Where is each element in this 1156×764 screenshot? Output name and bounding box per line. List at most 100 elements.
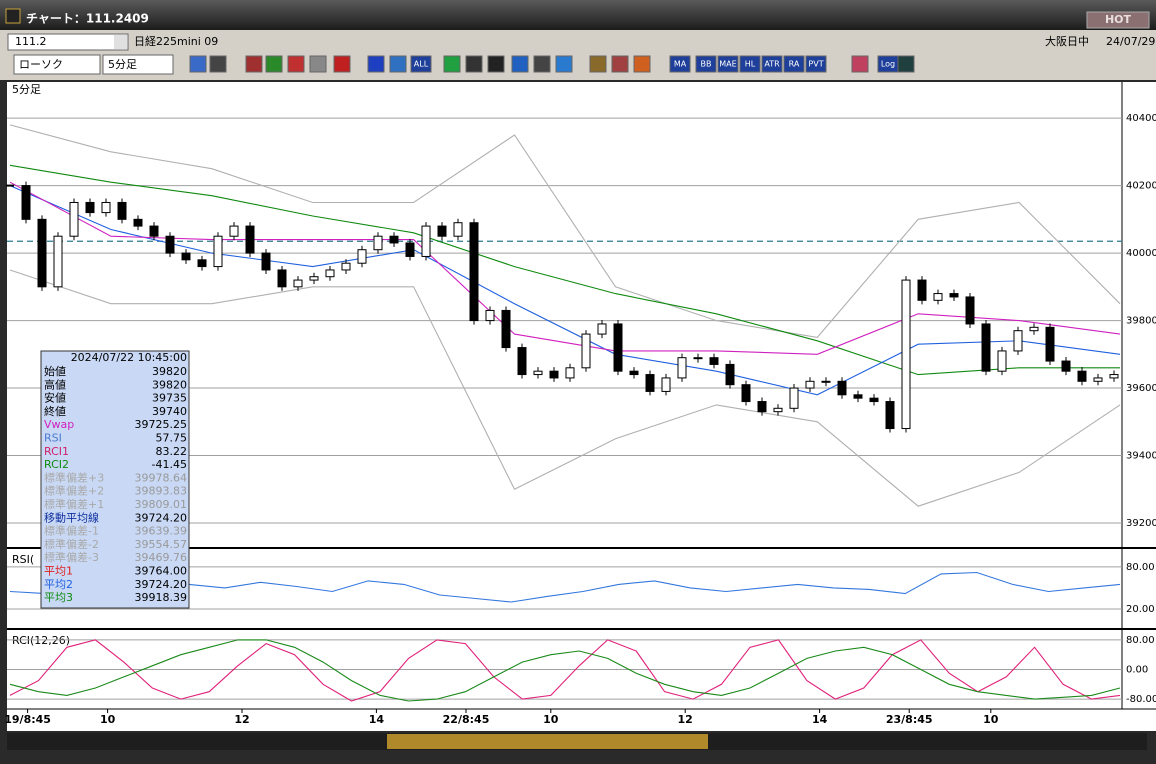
dropdown-btn[interactable] — [114, 35, 127, 49]
series-line — [9, 269, 1121, 507]
tool-button-label: MAE — [719, 60, 736, 69]
tool-icon[interactable] — [333, 55, 351, 73]
chart-area — [7, 82, 1156, 709]
candle — [725, 363, 735, 386]
tool-icon[interactable] — [511, 55, 529, 73]
tool-icon[interactable] — [465, 55, 483, 73]
info-value: 39725.25 — [135, 418, 188, 431]
info-panel: 2024/07/22 10:45:00 始値 39820 高値 39820 安値 39735… — [40, 350, 190, 609]
candle — [117, 201, 127, 220]
candle — [149, 225, 159, 237]
candle — [277, 269, 287, 288]
info-label: RSI — [44, 432, 62, 445]
candle — [1013, 330, 1023, 352]
x-tick-label: 14 — [812, 713, 828, 726]
tool-button[interactable] — [761, 55, 783, 73]
code-text: 111.2 — [15, 35, 47, 48]
candle — [213, 235, 223, 268]
tool-icon[interactable] — [533, 55, 551, 73]
y-tick-label: 20.00 — [1126, 604, 1155, 615]
tool-icon[interactable] — [309, 55, 327, 73]
info-value: 39639.39 — [135, 525, 188, 538]
y-tick-label: 40400 — [1126, 113, 1156, 124]
tool-button[interactable] — [410, 55, 432, 73]
candle — [69, 201, 79, 237]
tool-button[interactable] — [739, 55, 761, 73]
info-value: 39820 — [152, 378, 187, 391]
tool-icon[interactable] — [897, 55, 915, 73]
x-tick-label: 12 — [678, 713, 693, 726]
tool-icon[interactable] — [367, 55, 385, 73]
tool-button[interactable] — [805, 55, 827, 73]
candle — [565, 367, 575, 379]
info-box — [40, 350, 190, 609]
candle — [693, 357, 703, 360]
tool-icon[interactable] — [851, 55, 869, 73]
candle — [469, 222, 479, 322]
tool-icon[interactable] — [611, 55, 629, 73]
plots: 5分足 39200 39400 39600 39800 40000 40200 40400 19… — [4, 83, 1156, 726]
candle — [405, 242, 415, 257]
tool-icon[interactable] — [389, 55, 407, 73]
date: 24/07/29 — [1106, 35, 1155, 48]
info-value: 39809.01 — [135, 498, 188, 511]
session: 大阪日中 — [1045, 34, 1089, 48]
tool-button[interactable] — [717, 55, 739, 73]
info-value: 39724.20 — [135, 511, 188, 524]
candle — [341, 262, 351, 271]
tool-button-label: Log — [881, 60, 895, 69]
tool-icon[interactable] — [209, 55, 227, 73]
tool-button[interactable] — [695, 55, 717, 73]
tool-button[interactable] — [669, 55, 691, 73]
code-input[interactable] — [7, 33, 129, 51]
candle — [421, 225, 431, 257]
tool-button[interactable] — [877, 55, 899, 73]
candle — [437, 225, 447, 237]
x-tick-label: 12 — [234, 713, 249, 726]
tool-icon[interactable] — [245, 55, 263, 73]
tool-icon[interactable] — [443, 55, 461, 73]
info-label: 標準偏差+3 — [44, 470, 104, 484]
candle — [181, 252, 191, 261]
candle — [597, 323, 607, 335]
tool-icon[interactable] — [633, 55, 651, 73]
panel-title: RSI( — [12, 553, 34, 566]
info-label: 終値 — [44, 404, 66, 418]
candle — [1093, 377, 1103, 382]
info-label: 標準偏差-3 — [44, 550, 99, 564]
tool-button-label: ATR — [764, 60, 780, 69]
tool-icon[interactable] — [265, 55, 283, 73]
tool-icon[interactable] — [589, 55, 607, 73]
app-icon — [5, 8, 21, 24]
candle — [325, 269, 335, 278]
hot-label: HOT — [1105, 13, 1132, 26]
scroll-thumb[interactable] — [387, 734, 708, 749]
hot-button[interactable] — [1086, 11, 1150, 29]
style-select[interactable] — [13, 54, 101, 75]
info-label: RCI2 — [44, 458, 69, 471]
info-label: 標準偏差-2 — [44, 537, 99, 551]
tool-icon[interactable] — [487, 55, 505, 73]
candle — [501, 309, 511, 349]
info-value: 39978.64 — [135, 471, 188, 484]
tool-icon[interactable] — [189, 55, 207, 73]
tool-button[interactable] — [783, 55, 805, 73]
candle — [789, 387, 799, 409]
y-tick-label: 80.00 — [1126, 562, 1155, 573]
candle — [677, 357, 687, 379]
tool-button-label: MA — [674, 60, 687, 69]
y-tick-label: 39400 — [1126, 451, 1156, 462]
info-value: 39469.76 — [135, 551, 188, 564]
tool-icon[interactable] — [287, 55, 305, 73]
candle — [517, 347, 527, 376]
info-value: 57.75 — [156, 432, 188, 445]
candle — [629, 370, 639, 376]
y-tick-label: 39800 — [1126, 316, 1156, 327]
info-value: 39893.83 — [135, 485, 188, 498]
candle — [197, 259, 207, 268]
tool-icon[interactable] — [555, 55, 573, 73]
info-label: 移動平均線 — [44, 510, 99, 524]
candle — [53, 235, 63, 288]
interval-select[interactable] — [102, 54, 174, 75]
